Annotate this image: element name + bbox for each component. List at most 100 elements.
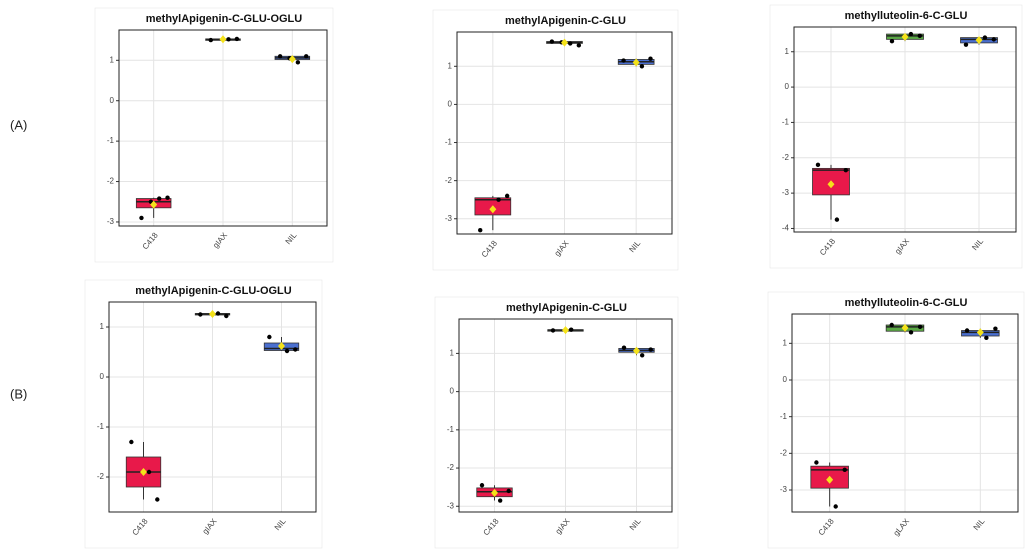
y-tick-label: -3 bbox=[782, 188, 790, 197]
data-point bbox=[295, 60, 301, 65]
data-point bbox=[550, 328, 556, 333]
y-tick-label: 1 bbox=[448, 61, 453, 70]
data-point bbox=[267, 334, 272, 340]
y-tick-label: -3 bbox=[780, 485, 788, 494]
data-point bbox=[842, 467, 847, 473]
data-point bbox=[621, 345, 627, 350]
y-tick-label: -1 bbox=[447, 425, 455, 434]
data-point bbox=[993, 326, 998, 331]
y-tick-label: 0 bbox=[448, 100, 453, 109]
mean-marker bbox=[633, 346, 640, 355]
mean-marker bbox=[219, 35, 227, 44]
y-tick-label: -2 bbox=[780, 448, 788, 457]
plot-frame bbox=[118, 29, 328, 227]
y-tick-label: 1 bbox=[100, 322, 105, 331]
mean-marker bbox=[826, 475, 834, 484]
y-tick-label: 0 bbox=[785, 82, 790, 91]
data-point bbox=[917, 324, 923, 330]
mean-marker bbox=[288, 55, 296, 64]
data-point bbox=[917, 33, 922, 39]
mean-marker bbox=[827, 180, 835, 189]
data-point bbox=[215, 311, 221, 316]
data-point bbox=[224, 313, 229, 319]
data-point bbox=[833, 504, 838, 509]
data-point bbox=[964, 328, 970, 333]
data-point bbox=[497, 498, 503, 503]
y-tick-label: -1 bbox=[445, 138, 453, 147]
data-point bbox=[198, 312, 203, 317]
data-point bbox=[621, 58, 626, 63]
mean-marker bbox=[901, 32, 909, 41]
y-tick-label: -3 bbox=[107, 217, 115, 226]
chart-title: methylluteolin-6-C-GLU bbox=[845, 297, 968, 309]
data-point bbox=[496, 197, 501, 202]
chart-title: methylApigenin-C-GLU-OGLU bbox=[135, 285, 291, 297]
data-point bbox=[576, 43, 582, 48]
y-tick-label: -1 bbox=[107, 136, 115, 145]
data-point bbox=[139, 215, 144, 221]
y-tick-label: -2 bbox=[782, 153, 790, 162]
data-point bbox=[506, 488, 511, 494]
data-point bbox=[165, 195, 170, 200]
data-point bbox=[208, 37, 213, 43]
plot-frame bbox=[793, 26, 1017, 233]
chart-title: methylApigenin-C-GLU-OGLU bbox=[146, 13, 302, 25]
data-point bbox=[568, 41, 573, 46]
y-tick-label: -2 bbox=[107, 177, 115, 186]
y-tick-label: -3 bbox=[447, 501, 455, 510]
mean-marker bbox=[632, 58, 640, 67]
data-point bbox=[304, 54, 309, 59]
chart-title: methylApigenin-C-GLU bbox=[506, 302, 627, 314]
data-point bbox=[157, 196, 162, 201]
data-point bbox=[843, 167, 848, 173]
mean-marker bbox=[489, 205, 497, 214]
data-point bbox=[226, 37, 231, 42]
data-point bbox=[984, 335, 989, 341]
y-tick-label: -2 bbox=[445, 176, 453, 185]
mean-marker bbox=[278, 342, 285, 350]
data-point bbox=[814, 460, 819, 465]
data-point bbox=[234, 36, 240, 42]
y-tick-label: 1 bbox=[110, 55, 115, 64]
data-point bbox=[478, 227, 483, 233]
data-point bbox=[293, 347, 298, 352]
y-tick-label: 1 bbox=[783, 338, 788, 347]
data-point bbox=[815, 162, 821, 168]
y-tick-label: 0 bbox=[783, 375, 788, 384]
y-tick-label: 0 bbox=[100, 372, 105, 381]
data-point bbox=[479, 483, 485, 488]
data-point bbox=[982, 35, 988, 40]
y-tick-label: 1 bbox=[785, 47, 790, 56]
plot-frame bbox=[108, 301, 317, 513]
data-point bbox=[648, 347, 653, 352]
panel-background bbox=[434, 296, 679, 549]
panel-label: (A) bbox=[10, 117, 27, 132]
mean-marker bbox=[562, 326, 569, 335]
data-point bbox=[549, 39, 555, 44]
y-tick-label: -4 bbox=[782, 224, 790, 233]
y-tick-label: -3 bbox=[445, 214, 453, 223]
panel-background bbox=[769, 4, 1023, 269]
panel-background bbox=[94, 7, 334, 263]
data-point bbox=[277, 54, 283, 59]
data-point bbox=[568, 327, 574, 332]
data-point bbox=[908, 31, 914, 37]
mean-marker bbox=[975, 36, 983, 45]
mean-marker bbox=[150, 200, 158, 209]
chart-title: methylApigenin-C-GLU bbox=[505, 15, 626, 27]
data-point bbox=[889, 38, 895, 44]
panel-background bbox=[432, 9, 679, 271]
data-point bbox=[648, 56, 653, 61]
y-tick-label: -2 bbox=[447, 463, 455, 472]
y-tick-label: 1 bbox=[450, 349, 455, 358]
data-point bbox=[908, 330, 914, 335]
y-tick-label: -2 bbox=[97, 472, 105, 481]
mean-marker bbox=[901, 323, 909, 332]
